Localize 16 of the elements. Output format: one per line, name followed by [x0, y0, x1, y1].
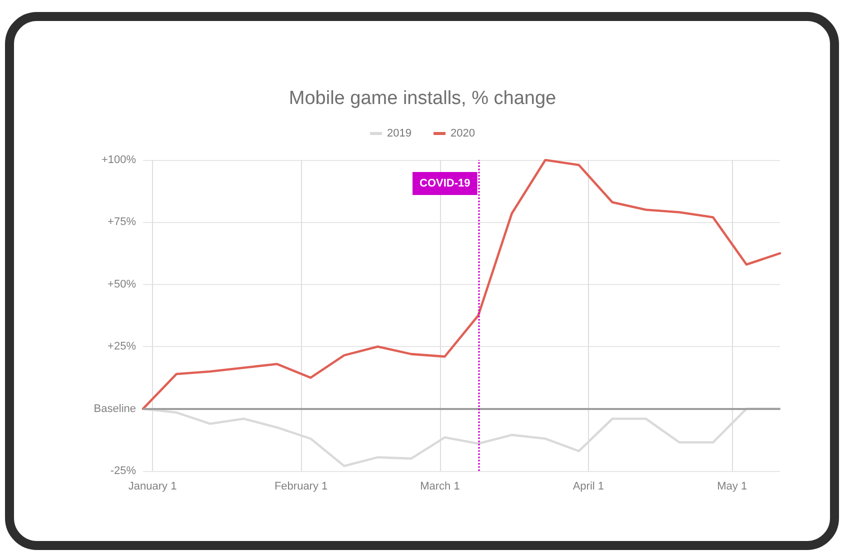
- legend-label: 2019: [387, 128, 412, 140]
- x-tick-label: February 1: [274, 480, 328, 492]
- y-tick-label: -25%: [110, 465, 136, 477]
- x-tick-label: January 1: [128, 480, 177, 492]
- x-tick-label: April 1: [572, 480, 604, 492]
- y-tick-label: Baseline: [94, 402, 136, 415]
- y-tick-label: +75%: [108, 216, 136, 228]
- y-tick-label: +50%: [108, 278, 136, 290]
- ref-line-label: COVID-19: [420, 178, 470, 190]
- y-tick-label: +100%: [101, 154, 136, 166]
- x-tick-label: March 1: [420, 480, 460, 492]
- y-tick-label: +25%: [108, 340, 136, 353]
- line-series: [142, 158, 782, 410]
- x-tick-label: May 1: [717, 480, 748, 492]
- legend-label: 2020: [450, 128, 475, 140]
- chart-title: Mobile game installs, % change: [288, 88, 556, 109]
